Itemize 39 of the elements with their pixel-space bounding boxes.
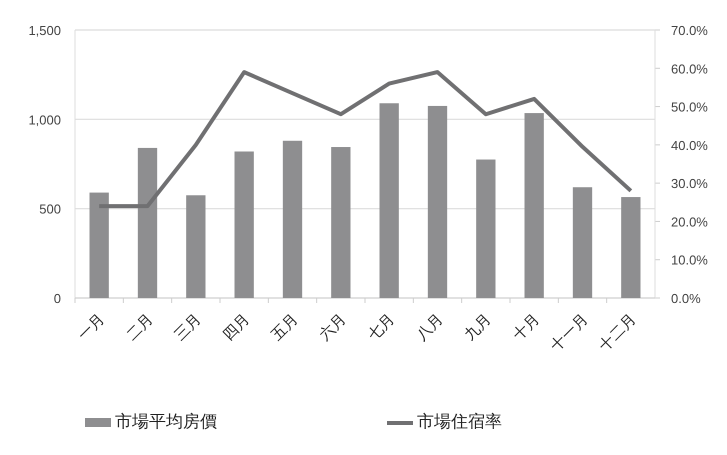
bar	[428, 106, 448, 298]
bar	[621, 197, 640, 298]
x-tick-label: 五月	[268, 312, 302, 344]
x-tick-label: 八月	[414, 312, 446, 344]
line-series	[97, 70, 633, 208]
x-tick-label: 一月	[75, 312, 108, 344]
legend-label: 市場平均房價	[115, 412, 217, 431]
y2-tick-label: 50.0%	[671, 100, 708, 115]
y2-tick-label: 30.0%	[671, 176, 708, 192]
bar	[234, 151, 254, 298]
y2-tick-label: 40.0%	[671, 138, 708, 153]
bar	[138, 148, 158, 298]
y-tick-label: 0	[54, 291, 61, 306]
bar	[572, 187, 592, 298]
bar	[524, 113, 544, 298]
y2-tick-label: 60.0%	[671, 61, 708, 76]
x-tick-label: 九月	[461, 310, 495, 344]
y2-tick-label: 70.0%	[671, 23, 708, 38]
x-tick-label: 三月	[172, 312, 205, 344]
bar	[331, 147, 350, 298]
x-tick-label: 四月	[220, 312, 253, 344]
bar	[476, 160, 496, 298]
x-tick-label: 十一月	[547, 310, 592, 355]
bar	[380, 103, 399, 298]
y2-tick-label: 0.0%	[671, 291, 702, 306]
y2-tick-label: 20.0%	[671, 214, 708, 230]
y-tick-label: 1,500	[28, 23, 61, 38]
bar	[186, 195, 206, 298]
bar	[90, 192, 109, 298]
y-tick-label: 1,000	[28, 112, 61, 128]
y-tick-label: 500	[39, 202, 61, 217]
x-tick-label: 六月	[316, 310, 350, 344]
bar	[282, 140, 302, 298]
x-tick-label: 七月	[364, 310, 398, 344]
legend-label: 市場住宿率	[417, 412, 502, 431]
y2-tick-label: 10.0%	[671, 252, 708, 268]
x-tick-label: 十月	[510, 310, 543, 344]
x-tick-label: 十二月	[596, 310, 640, 355]
x-tick-label: 二月	[124, 312, 156, 344]
